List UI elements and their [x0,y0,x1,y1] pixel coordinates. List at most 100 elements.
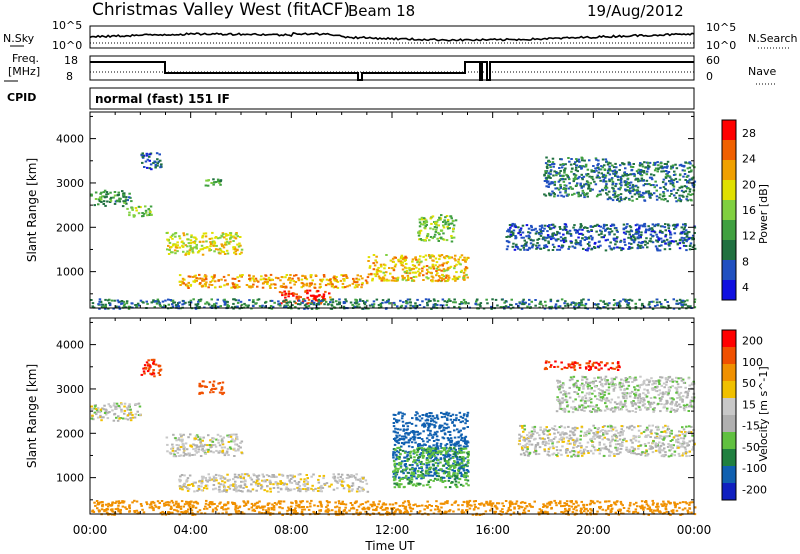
echo-cell-3 [174,243,177,246]
echo-cell-5 [444,427,448,430]
echo-cell-12 [544,304,548,307]
echo-cell-5 [319,279,323,282]
echo-cell-3 [239,236,242,238]
echo-cell-6 [421,456,425,459]
echo-cell-0 [108,201,112,203]
echo-cell-12 [678,307,681,310]
echo-cell-3 [232,440,236,443]
echo-cell-8 [429,227,432,230]
echo-cell-12 [655,301,659,304]
echo-cell-5 [464,422,467,425]
echo-cell-10 [547,183,551,186]
echo-cell-6 [393,476,396,479]
echo-cell-5 [445,455,448,458]
echo-cell-12 [560,298,564,301]
echo-cell-3 [192,443,195,446]
echo-cell-5 [331,283,334,286]
echo-cell-9 [510,224,513,227]
echo-cell-12 [363,302,366,304]
echo-cell-5 [204,285,207,288]
echo-cell-11 [633,185,636,188]
echo-cell-6 [465,474,468,477]
echo-cell-6 [435,478,439,481]
echo-cell-10 [594,167,597,170]
echo-cell-12 [689,305,692,308]
echo-cell-3 [221,440,224,443]
echo-cell-4 [290,481,294,484]
echo-cell-7 [685,502,688,505]
echo-cell-5 [420,417,424,420]
echo-cell-7 [103,510,106,513]
echo-cell-9 [506,245,510,248]
echo-cell-6 [439,478,442,481]
echo-cell-12 [232,307,235,310]
echo-cell-3 [189,433,192,436]
echo-cell-11 [624,188,627,191]
echo-cell-7 [464,269,467,272]
echo-cell-3 [217,451,220,454]
echo-cell-12 [666,301,669,303]
echo-cell-7 [445,255,448,257]
echo-cell-5 [457,436,460,439]
echo-cell-12 [628,298,632,301]
echo-cell-5 [436,453,439,456]
echo-cell-4 [338,478,341,481]
echo-cell-4 [208,479,211,482]
echo-cell-9 [612,238,616,241]
echo-cell-9 [619,240,622,243]
echo-cell-4 [183,483,187,486]
echo-cell-3 [179,433,182,436]
echo-cell-4 [194,481,197,484]
echo-cell-4 [182,485,186,488]
echo-cell-7 [383,274,387,277]
echo-cell-9 [549,235,552,238]
echo-cell-7 [435,500,438,503]
echo-cell-9 [559,239,563,242]
echo-cell-7 [570,505,574,508]
echo-cell-9 [622,223,626,226]
echo-cell-12 [452,301,455,304]
echo-cell-3 [173,249,177,252]
echo-cell-1 [158,369,162,372]
echo-cell-10 [579,194,582,197]
echo-cell-7 [405,270,409,272]
echo-cell-5 [340,274,343,277]
echo-cell-12 [658,301,662,304]
echo-cell-9 [664,242,667,245]
echo-cell-11 [658,196,661,199]
echo-cell-12 [355,299,359,302]
echo-cell-4 [192,484,195,487]
echo-cell-12 [655,298,659,301]
echo-cell-5 [252,275,255,278]
echo-cell-5 [194,274,197,277]
echo-cell-9 [604,239,608,242]
echo-cell-6 [427,454,431,457]
echo-cell-5 [287,278,290,281]
echo-cell-11 [666,174,669,177]
echo-cell-10 [594,157,598,160]
echo-cell-3 [218,247,222,250]
echo-cell-5 [199,282,202,284]
echo-cell-6 [455,476,459,479]
echo-cell-12 [363,303,367,306]
echo-cell-8 [422,217,426,220]
echo-cell-5 [415,418,418,421]
echo-cell-5 [411,466,414,469]
echo-cell-12 [158,301,161,304]
echo-cell-0 [106,193,110,195]
cpid-panel [89,87,695,110]
echo-cell-8 [434,221,437,224]
echo-cell-8 [450,237,454,239]
echo-cell-7 [375,271,379,273]
echo-cell-11 [636,190,639,193]
echo-cell-6 [457,469,460,472]
echo-cell-7 [451,278,455,281]
echo-cell-6 [429,466,433,469]
echo-cell-11 [660,170,663,173]
echo-cell-12 [617,301,621,304]
echo-cell-5 [274,287,277,289]
echo-cell-8 [446,225,449,228]
echo-cell-6 [440,468,443,471]
echo-cell-6 [415,462,419,465]
echo-cell-4 [255,489,258,492]
